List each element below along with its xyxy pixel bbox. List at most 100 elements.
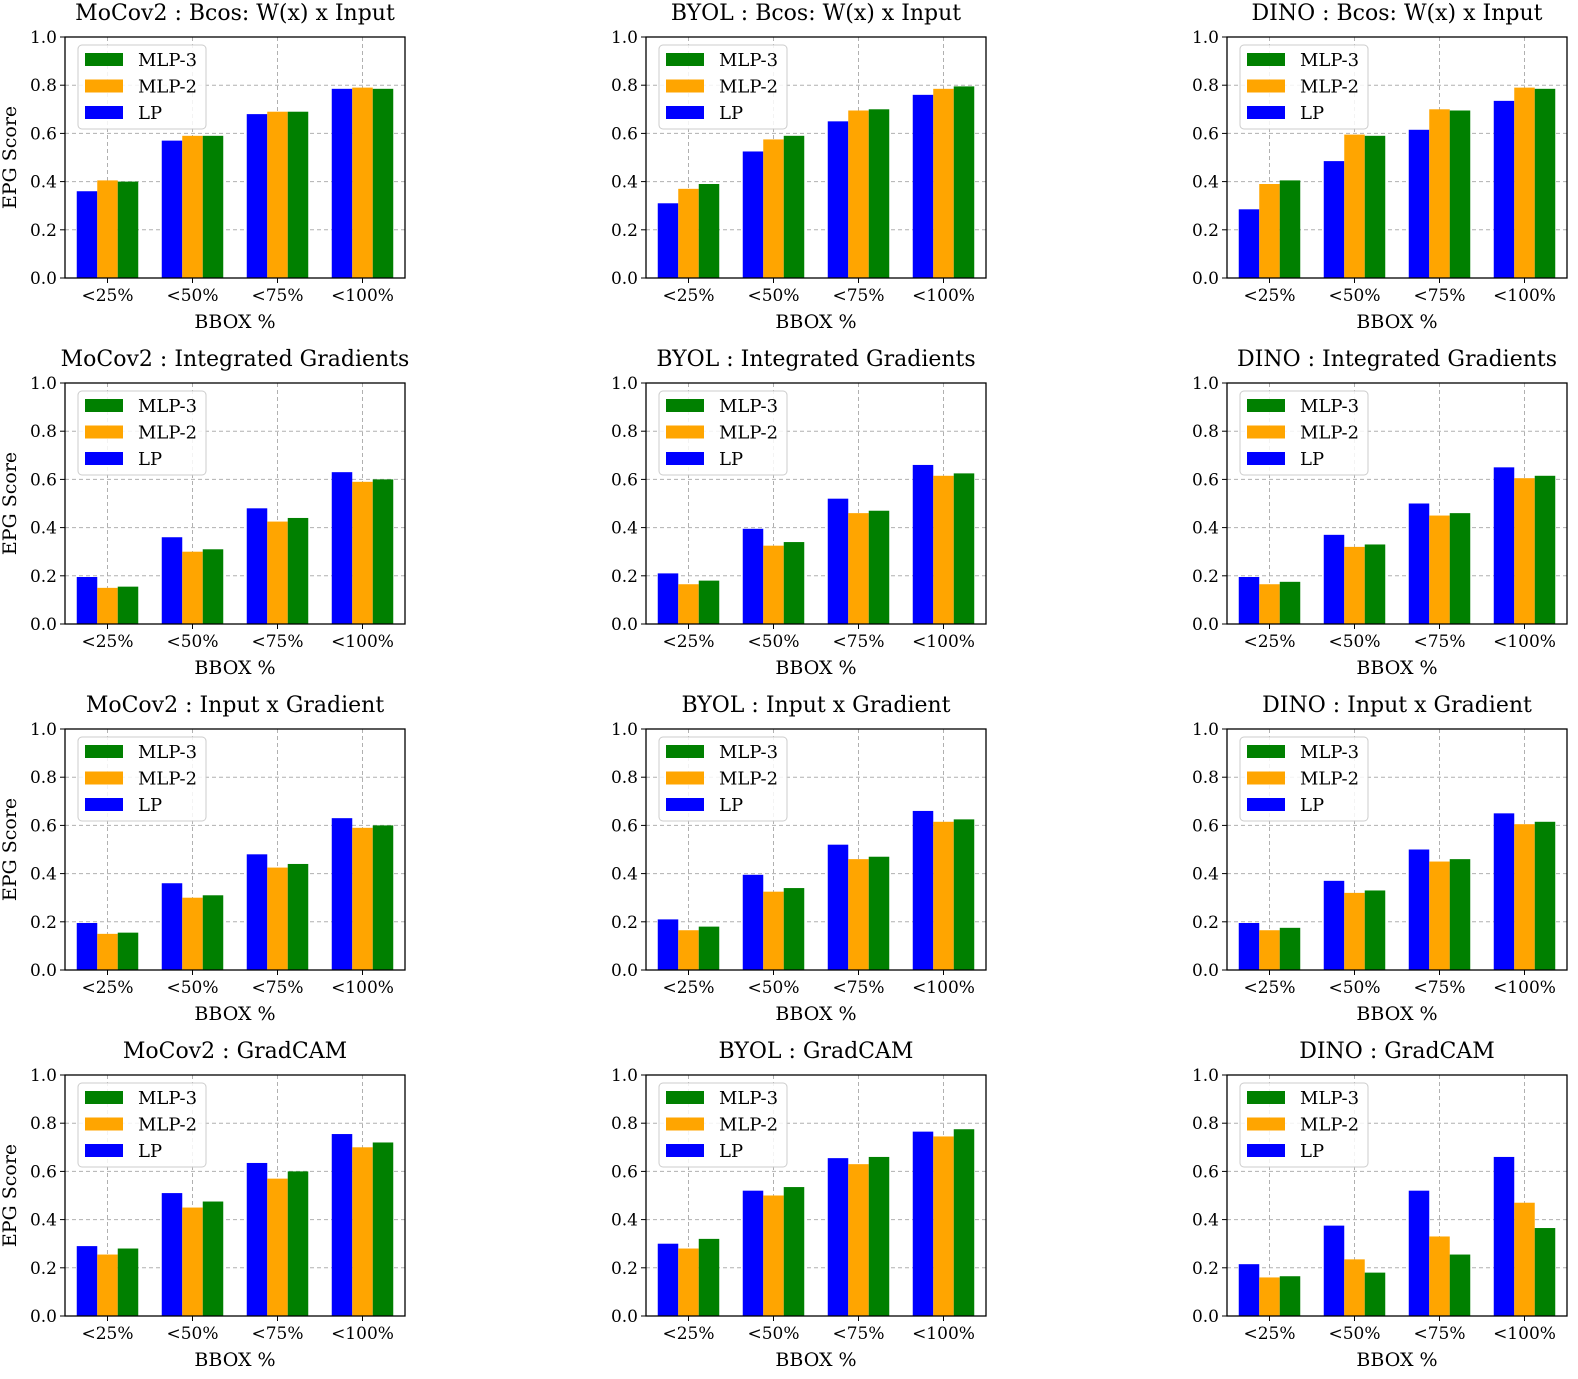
y-tick-label: 0.0 [611,615,638,635]
x-tick-label: <50% [166,286,218,306]
y-tick-label: 0.2 [611,1259,638,1279]
bar-mlp-3 [1279,1276,1301,1316]
y-tick-label: 1.0 [1192,1066,1219,1086]
bar-mlp-3 [1449,1254,1471,1316]
x-tick-label: <100% [912,978,975,998]
legend-swatch-mlp-3 [85,399,123,412]
x-axis-label: BBOX % [194,657,275,679]
chart-panel: 0.0 0.2 0.4 0.6 0.8 1.0 <25% <50% <75% <100% MoCov… [0,693,406,1025]
bar-lp [1408,503,1430,624]
bar-mlp-3 [783,1187,805,1316]
legend-label: MLP-3 [138,50,197,71]
bar-mlp-3 [1449,513,1471,624]
plot-frame [645,728,987,971]
bar-lp [827,1158,849,1316]
legend-swatch-lp [1247,1144,1285,1157]
bar-mlp-2 [182,551,203,624]
y-tick-label: 0.0 [30,961,57,981]
bar-mlp-3 [868,510,890,624]
chart-panel: 0.0 0.2 0.4 0.6 0.8 1.0 <25% <50% <75% <100% BYOL … [611,693,987,1025]
bar-mlp-2 [678,1248,699,1316]
legend-label: LP [1300,103,1324,124]
y-tick-label: 0.0 [30,269,57,289]
legend-label: MLP-3 [1300,50,1359,71]
bar-lp [331,88,353,278]
x-tick-label: <100% [1493,1324,1556,1344]
bar-mlp-3 [953,86,975,278]
bar-mlp-2 [1344,134,1365,278]
bar-mlp-2 [848,859,869,970]
x-axis-label: BBOX % [1356,1003,1437,1025]
bar-mlp-2 [763,139,784,278]
y-tick-label: 0.8 [611,768,638,788]
chart-panel: 0.0 0.2 0.4 0.6 0.8 1.0 <25% <50% <75% <100% DINO … [1192,347,1568,679]
bar-mlp-3 [868,109,890,278]
legend-label: LP [1300,795,1324,816]
bar-mlp-3 [117,181,139,278]
bar-mlp-3 [202,135,224,278]
bar-mlp-3 [117,586,139,624]
bar-lp [742,1190,764,1316]
y-tick-label: 0.6 [1192,470,1219,490]
bar-lp [1323,161,1345,278]
y-tick-label: 1.0 [1192,720,1219,740]
bar-mlp-2 [1514,87,1535,278]
legend-label: MLP-3 [138,742,197,763]
y-tick-label: 0.6 [611,1162,638,1182]
bar-lp [76,577,98,624]
y-tick-label: 0.2 [611,221,638,241]
x-axis-label: BBOX % [1356,1349,1437,1371]
bar-lp [1238,209,1260,278]
bar-mlp-3 [868,1156,890,1316]
y-tick-label: 0.8 [1192,768,1219,788]
y-tick-label: 0.8 [611,422,638,442]
legend-swatch-mlp-3 [1247,1091,1285,1104]
bar-mlp-2 [678,188,699,278]
x-tick-label: <25% [81,978,133,998]
legend-label: MLP-3 [719,1088,778,1109]
legend-label: LP [719,449,743,470]
x-tick-label: <25% [1243,1324,1295,1344]
bar-mlp-2 [97,933,118,970]
bar-mlp-3 [1534,821,1556,970]
bar-lp [912,1131,934,1316]
bar-mlp-2 [763,1195,784,1316]
chart-title: BYOL : Input x Gradient [681,693,950,718]
bars [1238,467,1556,624]
bar-lp [827,844,849,970]
x-tick-label: <100% [331,632,394,652]
chart-title: MoCov2 : Integrated Gradients [61,347,410,372]
y-tick-label: 0.6 [1192,1162,1219,1182]
bar-mlp-2 [267,111,288,279]
bar-lp [657,573,679,624]
bar-mlp-2 [352,827,373,970]
legend-swatch-lp [85,798,123,811]
legend-swatch-mlp-2 [85,771,123,785]
y-tick-label: 0.2 [1192,1259,1219,1279]
x-tick-label: <75% [832,1324,884,1344]
bar-mlp-2 [1259,584,1280,624]
x-tick-label: <50% [1328,632,1380,652]
bar-mlp-2 [97,1254,118,1316]
legend-swatch-mlp-2 [666,79,704,93]
y-tick-label: 0.2 [611,913,638,933]
bar-mlp-3 [783,135,805,278]
y-tick-label: 0.0 [1192,1307,1219,1327]
bars [657,810,975,970]
bar-mlp-2 [1514,478,1535,624]
chart-panel: 0.0 0.2 0.4 0.6 0.8 1.0 <25% <50% <75% <100% BYOL … [611,1,987,333]
legend-swatch-mlp-3 [666,745,704,758]
bar-lp [76,191,98,278]
bar-lp [76,1246,98,1316]
x-axis-label: BBOX % [1356,657,1437,679]
bar-mlp-2 [848,110,869,278]
y-tick-label: 0.8 [611,1114,638,1134]
bar-lp [331,472,353,624]
legend-swatch-mlp-2 [1247,1117,1285,1131]
y-tick-label: 0.4 [611,865,638,885]
legend-swatch-mlp-2 [1247,425,1285,439]
y-tick-label: 0.4 [1192,519,1219,539]
legend-swatch-lp [666,106,704,119]
x-axis-label: BBOX % [775,1349,856,1371]
legend-label: MLP-3 [719,742,778,763]
